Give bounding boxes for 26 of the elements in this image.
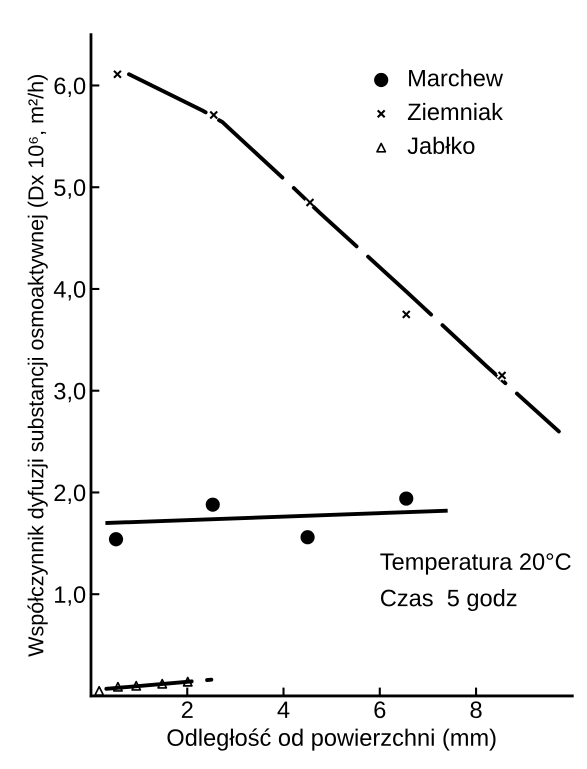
point <box>399 491 414 506</box>
legend-label: Marchew <box>409 69 504 86</box>
legend-label: Ziemniak <box>408 102 503 120</box>
y-tick-label: 4,0 <box>54 281 86 301</box>
y-tick-label: 5,0 <box>54 179 86 199</box>
x-tick-label: 2 <box>182 701 193 718</box>
x-axis-title: Odległość od powierzchni (mm) <box>167 728 496 751</box>
x-tick-label: 8 <box>470 701 482 718</box>
x-tick-label: 4 <box>278 702 290 718</box>
legend-label: Jabłko <box>408 136 474 154</box>
y-tick-label: 2,0 <box>54 484 86 504</box>
point <box>157 678 168 689</box>
point <box>182 676 193 687</box>
y-tick-label: 1,0 <box>55 586 86 606</box>
point <box>300 530 315 544</box>
point <box>112 682 123 692</box>
point <box>206 498 220 512</box>
x-tick-label: 6 <box>374 701 386 718</box>
point <box>131 680 142 691</box>
y-tick-label: 3,0 <box>54 382 86 402</box>
annotation: Czas 5 godz <box>380 589 516 612</box>
y-tick-label: 6,0 <box>54 78 86 98</box>
y-axis-title: Współczynnik dyfuzji substancji osmoaktywnej (Dx 10⁶, m²/h) <box>27 75 48 657</box>
point <box>94 686 104 696</box>
annotation: Temperatura 20°C <box>380 553 571 575</box>
point <box>108 532 124 546</box>
